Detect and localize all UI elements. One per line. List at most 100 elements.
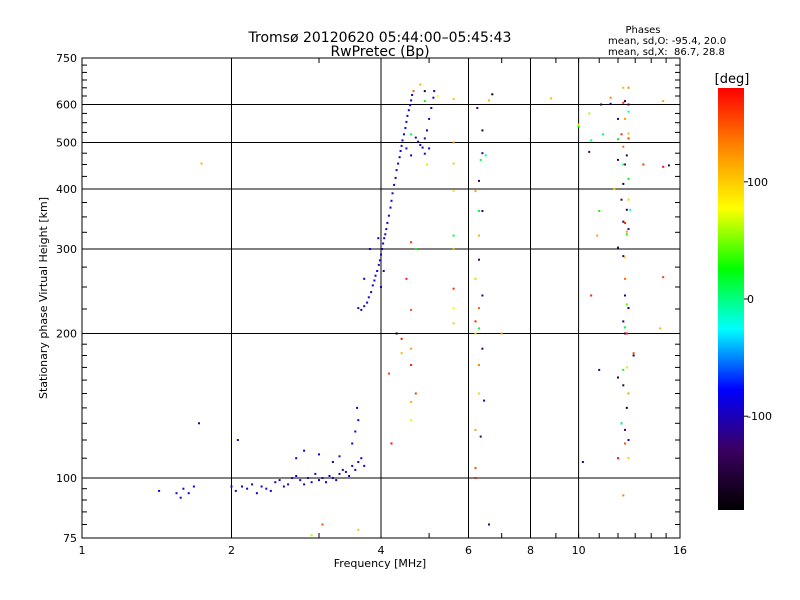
colorbar: [deg] 100 0 -100 (715, 72, 772, 510)
data-point (405, 120, 408, 123)
data-point (625, 366, 628, 369)
data-point (452, 162, 455, 165)
data-point (255, 492, 258, 495)
data-point (381, 248, 384, 250)
data-point (385, 228, 388, 231)
data-point (200, 162, 203, 165)
data-point (395, 332, 398, 335)
data-point (410, 99, 413, 102)
data-point (481, 129, 484, 132)
data-point (479, 435, 482, 438)
data-point (389, 206, 392, 209)
data-point (414, 248, 417, 250)
data-point (357, 528, 360, 531)
colorbar-label: [deg] (715, 72, 750, 87)
data-point (627, 228, 630, 231)
data-point (246, 487, 249, 490)
data-point (351, 442, 354, 445)
data-point (617, 376, 619, 379)
x-tick-label: 2 (228, 544, 235, 557)
data-point (620, 133, 623, 136)
data-point (478, 234, 480, 237)
colorbar-ticks: 100 0 -100 (744, 176, 772, 423)
data-point (417, 140, 420, 143)
data-point (318, 479, 320, 482)
data-point (622, 368, 625, 371)
data-point (500, 332, 503, 335)
data-point (331, 461, 334, 463)
data-point (295, 475, 298, 477)
data-point (474, 277, 477, 280)
data-point (481, 347, 484, 350)
data-point (474, 320, 477, 323)
data-point (230, 485, 233, 488)
data-point (282, 485, 285, 488)
data-point (419, 144, 422, 146)
data-point (287, 483, 290, 486)
data-point (318, 453, 320, 456)
data-point (414, 392, 417, 395)
data-points (158, 83, 670, 537)
data-point (366, 301, 369, 304)
data-point (387, 214, 390, 217)
y-tick-labels: 75 100 200 300 400 500 600 750 (56, 52, 77, 545)
data-point (629, 208, 632, 211)
data-point (310, 481, 313, 484)
data-point (374, 274, 377, 277)
data-point (387, 372, 390, 375)
data-point (625, 230, 628, 233)
data-point (241, 485, 243, 488)
data-point (452, 322, 455, 325)
data-point (617, 457, 619, 460)
data-point (382, 270, 385, 272)
data-point (622, 86, 625, 89)
data-point (632, 352, 635, 355)
x-tick-label: 6 (465, 544, 472, 557)
data-point (310, 534, 313, 537)
data-point (428, 147, 431, 150)
data-point (363, 277, 366, 280)
y-tick-label: 400 (56, 183, 77, 196)
data-point (265, 487, 268, 490)
data-point (234, 489, 237, 492)
data-point (624, 277, 626, 280)
data-point (625, 406, 628, 409)
data-point (236, 439, 239, 441)
data-point (590, 294, 593, 297)
colorbar-tick-label: 0 (747, 293, 754, 306)
data-point (295, 457, 298, 460)
stats-heading: Phases (625, 25, 660, 36)
data-point (291, 477, 294, 479)
y-tick-label: 200 (56, 328, 77, 341)
data-point (341, 468, 344, 471)
data-point (436, 95, 439, 98)
data-point (410, 133, 413, 136)
data-point (344, 470, 347, 473)
data-point (622, 494, 625, 497)
data-point (452, 307, 455, 310)
data-point (321, 523, 324, 526)
data-point (479, 158, 482, 161)
data-point (622, 163, 625, 166)
data-point (627, 86, 630, 89)
data-point (474, 332, 477, 335)
data-point (357, 461, 360, 463)
data-point (627, 177, 630, 180)
data-point (410, 308, 413, 311)
y-tick-label: 75 (63, 532, 77, 545)
data-point (617, 246, 619, 249)
data-point (370, 291, 373, 294)
data-point (590, 139, 593, 142)
data-point (404, 127, 407, 129)
data-point (598, 210, 601, 212)
data-point (363, 464, 366, 467)
data-point (414, 136, 417, 139)
data-point (423, 90, 426, 93)
data-point (624, 326, 626, 329)
data-point (338, 455, 341, 458)
data-point (390, 199, 393, 202)
data-point (624, 256, 626, 259)
data-point (622, 182, 625, 185)
data-point (325, 481, 327, 484)
data-point (348, 475, 351, 477)
